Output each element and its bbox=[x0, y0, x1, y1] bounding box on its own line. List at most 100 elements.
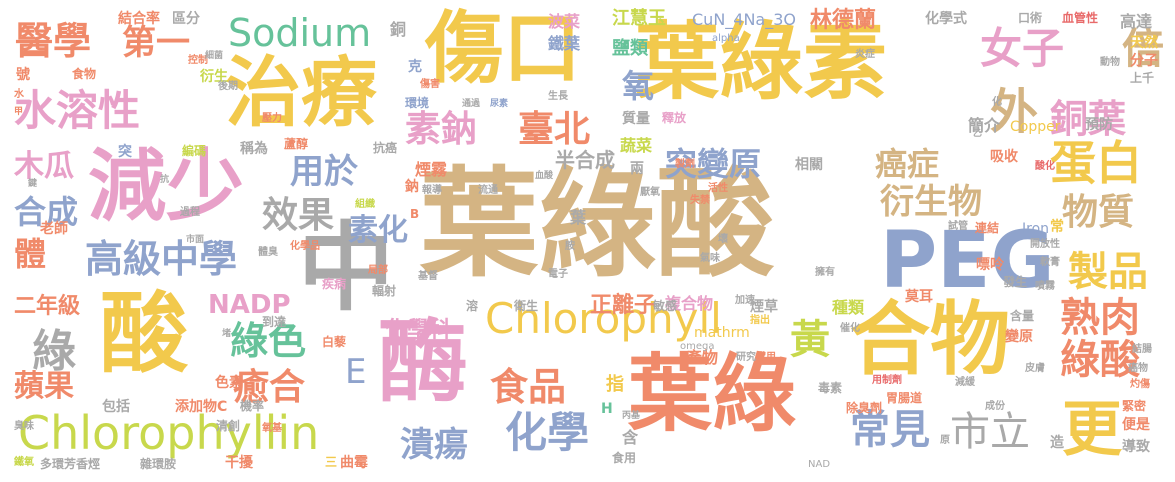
word: 用制劑 bbox=[872, 375, 902, 386]
word: 質量 bbox=[622, 111, 650, 127]
word: 製品 bbox=[1068, 249, 1148, 295]
word: 簡介 bbox=[968, 116, 1001, 135]
word: 生長 bbox=[548, 91, 568, 102]
word: 半合成 bbox=[555, 148, 615, 172]
word: 綠色 bbox=[230, 319, 307, 363]
word: 指出 bbox=[750, 315, 770, 326]
word: 江慧玉 bbox=[612, 8, 666, 29]
word: 葉綠 bbox=[628, 345, 797, 443]
word: 水溶性 bbox=[14, 86, 141, 135]
word: 克 bbox=[408, 59, 422, 75]
word: 物質 bbox=[1062, 192, 1135, 233]
word: Chlorophyllin bbox=[18, 406, 320, 460]
word: 天然 bbox=[1130, 35, 1158, 51]
word: 乙 bbox=[973, 129, 983, 139]
word: 正離子 bbox=[590, 293, 657, 318]
word: 白藜 bbox=[322, 335, 347, 349]
word: 酸 bbox=[100, 282, 189, 385]
word: 噴霧 bbox=[1035, 281, 1055, 292]
word: Chlorophyll bbox=[485, 294, 722, 343]
word: 外 bbox=[990, 84, 1039, 140]
word: 堵 bbox=[222, 329, 232, 339]
word: 葉 bbox=[570, 208, 587, 227]
word: 成份 bbox=[985, 401, 1005, 412]
word: 灼傷 bbox=[1130, 379, 1150, 390]
word: 血酸 bbox=[535, 171, 554, 181]
word: 衍生 bbox=[200, 69, 228, 85]
word: 合物 bbox=[850, 293, 1010, 386]
word: 黃 bbox=[790, 317, 830, 363]
word: 機率 bbox=[240, 399, 265, 413]
word: 高達 bbox=[1120, 12, 1153, 31]
word: 銅葉 bbox=[1050, 97, 1127, 141]
word: 三 bbox=[325, 455, 338, 469]
word: 莫耳 bbox=[905, 289, 933, 305]
word: 編碼 bbox=[182, 144, 207, 158]
word: 上千 bbox=[1130, 71, 1155, 85]
word: 釋放 bbox=[662, 111, 687, 125]
word: 色素 bbox=[215, 375, 243, 391]
word: 區分 bbox=[172, 11, 200, 27]
word: 連結 bbox=[975, 221, 1000, 235]
word: 減少 bbox=[88, 142, 245, 232]
word: 催化 bbox=[840, 323, 860, 334]
word: 相關 bbox=[795, 157, 823, 173]
word: 倍 bbox=[1122, 24, 1165, 73]
word: 報導 bbox=[422, 185, 442, 196]
word: 化學 bbox=[505, 408, 590, 457]
word: 失禁 bbox=[690, 195, 710, 206]
word: 鍵 bbox=[28, 179, 38, 189]
word: 過程 bbox=[180, 207, 200, 218]
word: 臭味 bbox=[14, 421, 34, 432]
word: 號 bbox=[16, 67, 30, 83]
word: 控制 bbox=[188, 55, 208, 66]
word: 尿素 bbox=[490, 99, 509, 109]
word: 突 bbox=[118, 144, 132, 160]
word: 銅 bbox=[390, 20, 407, 39]
word: 清創 bbox=[216, 419, 241, 433]
word: mathrm bbox=[694, 325, 750, 341]
word: 變原 bbox=[1005, 329, 1033, 345]
word: 多環芳香烴 bbox=[40, 457, 101, 471]
word: 造 bbox=[1050, 435, 1064, 451]
word: 指 bbox=[606, 374, 624, 395]
word: 壞 bbox=[718, 234, 728, 245]
word: 醫學 bbox=[15, 19, 92, 63]
word: 波菜 bbox=[548, 12, 581, 31]
word: 通過 bbox=[462, 99, 481, 109]
word: 炎症 bbox=[855, 49, 875, 60]
word: 流通 bbox=[478, 185, 498, 196]
word: 減緩 bbox=[955, 377, 975, 388]
word: 溶 bbox=[466, 299, 479, 313]
word: 更 bbox=[1062, 395, 1122, 465]
word: 電子 bbox=[548, 269, 568, 280]
word: 基督 bbox=[418, 271, 438, 282]
word: 蔬菜 bbox=[620, 136, 653, 155]
word: PEG bbox=[880, 216, 1055, 306]
word: 熟肉 bbox=[1060, 295, 1140, 341]
word: 素化 bbox=[348, 213, 408, 248]
word: 口術 bbox=[1018, 11, 1043, 25]
word: 衛生 bbox=[514, 299, 539, 313]
word: 細菌 bbox=[205, 51, 224, 61]
word: 原 bbox=[940, 435, 950, 446]
word: 研究 bbox=[736, 352, 756, 363]
word: 到達 bbox=[262, 315, 287, 329]
word: 蛋白 bbox=[1050, 136, 1142, 190]
word: 酸化 bbox=[1035, 161, 1055, 172]
word: 胺 bbox=[565, 241, 575, 252]
word: 活性 bbox=[708, 183, 728, 194]
word: 傷害 bbox=[420, 79, 440, 90]
word: 兩 bbox=[630, 161, 644, 177]
word: 素鈉 bbox=[405, 109, 478, 150]
word: 鐵氧 bbox=[14, 457, 34, 468]
word: 木瓜 bbox=[14, 149, 74, 184]
word: 酶 bbox=[378, 310, 468, 415]
word: 結腸 bbox=[1132, 344, 1152, 355]
word: 敏感 bbox=[653, 299, 678, 313]
word: 干擾 bbox=[225, 455, 253, 471]
word: 效果 bbox=[262, 195, 335, 236]
word: 常 bbox=[1050, 219, 1064, 235]
word: 嘌呤 bbox=[976, 257, 1004, 273]
word: 高級中學 bbox=[85, 237, 238, 281]
